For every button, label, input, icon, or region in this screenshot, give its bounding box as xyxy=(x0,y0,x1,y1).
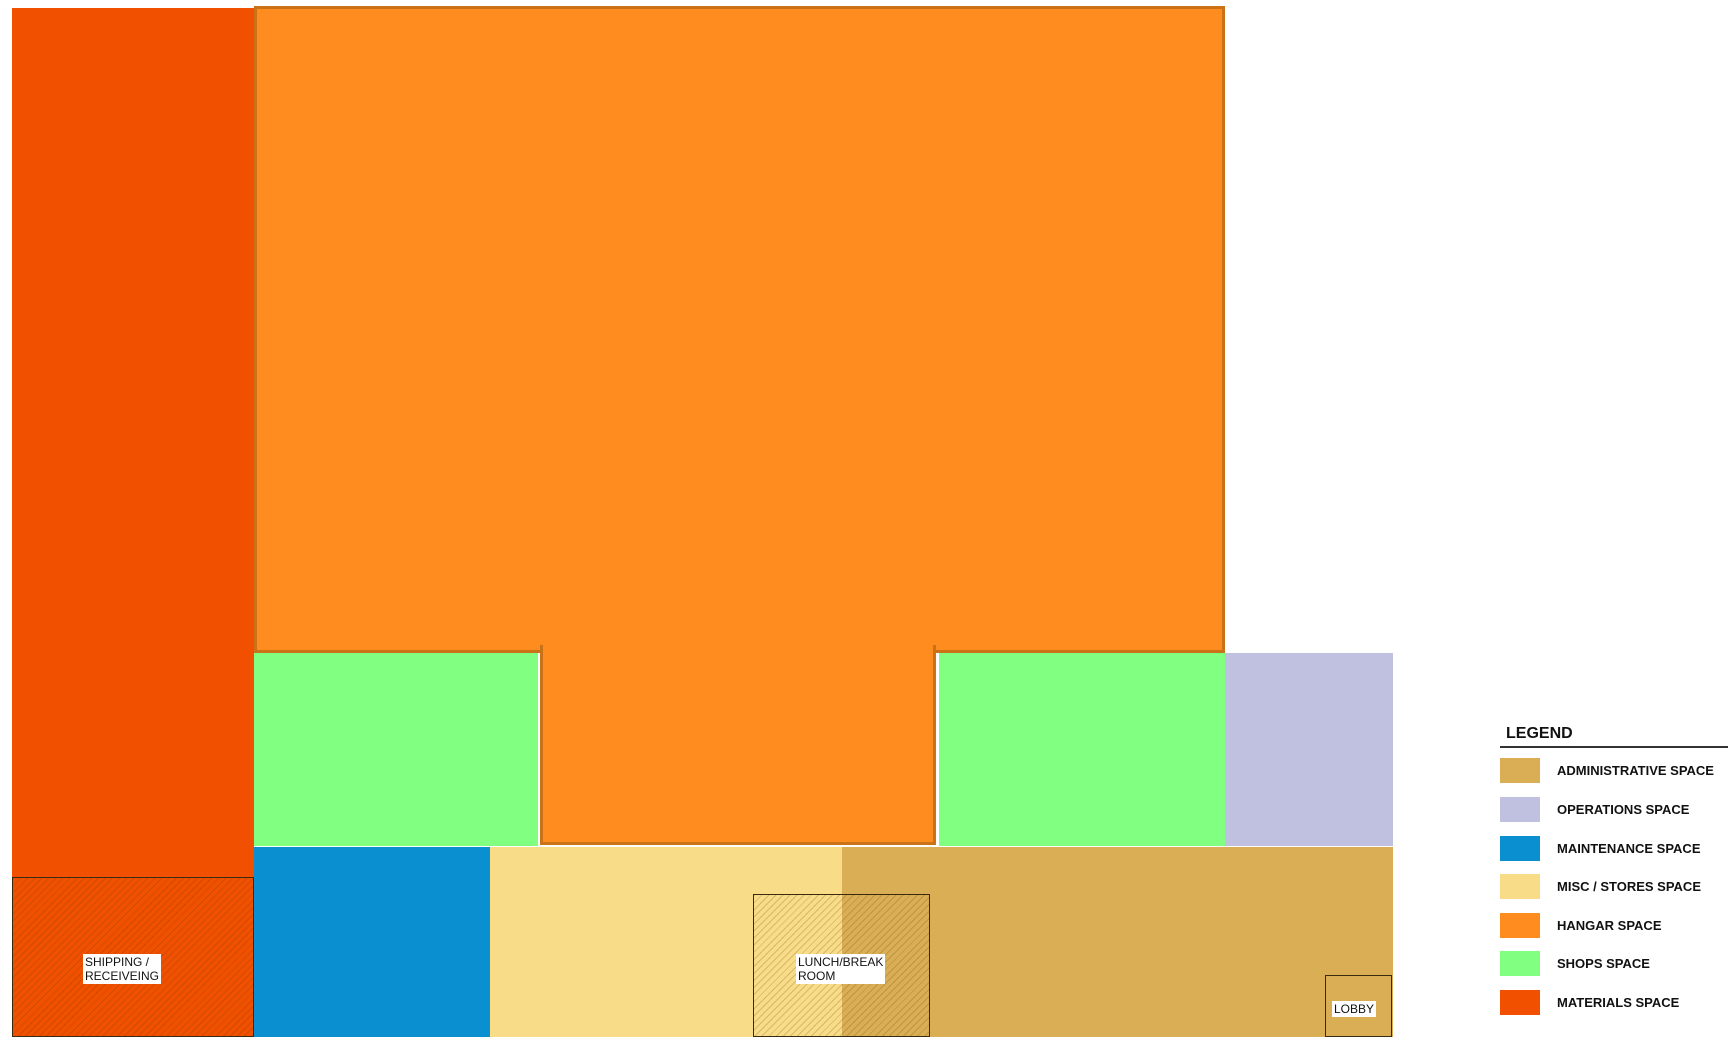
legend-swatch xyxy=(1500,797,1540,822)
operations-space xyxy=(1225,653,1393,846)
legend-label: MATERIALS SPACE xyxy=(1557,995,1680,1010)
legend-item-maintenance: MAINTENANCE SPACE xyxy=(1500,836,1730,862)
lobby-label: LOBBY xyxy=(1332,1001,1377,1017)
maintenance-space xyxy=(254,847,490,1037)
legend-label: ADMINISTRATIVE SPACE xyxy=(1557,763,1714,778)
legend-item-operations: OPERATIONS SPACE xyxy=(1500,797,1730,823)
legend-label: MAINTENANCE SPACE xyxy=(1557,841,1701,856)
legend-label: OPERATIONS SPACE xyxy=(1557,802,1690,817)
misc-stores-space xyxy=(490,847,842,1037)
legend-item-materials: MATERIALS SPACE xyxy=(1500,990,1730,1016)
legend-label: MISC / STORES SPACE xyxy=(1557,879,1701,894)
lunch-break-label: LUNCH/BREAK ROOM xyxy=(796,954,886,984)
materials-space xyxy=(12,8,254,1037)
legend-swatch xyxy=(1500,836,1540,861)
legend-item-shops: SHOPS SPACE xyxy=(1500,951,1730,977)
legend-swatch xyxy=(1500,758,1540,783)
legend-label: SHOPS SPACE xyxy=(1557,956,1650,971)
legend-swatch xyxy=(1500,990,1540,1015)
legend-swatch xyxy=(1500,913,1540,938)
legend-swatch xyxy=(1500,874,1540,899)
legend-title: LEGEND xyxy=(1506,725,1573,742)
administrative-space xyxy=(842,847,1393,1037)
legend-item-hangar: HANGAR SPACE xyxy=(1500,913,1730,939)
legend-item-misc-stores: MISC / STORES SPACE xyxy=(1500,874,1730,900)
hangar-space-upper xyxy=(254,6,1225,653)
shipping-receiving-label: SHIPPING / RECEIVEING xyxy=(83,954,162,984)
legend-item-administrative: ADMINISTRATIVE SPACE xyxy=(1500,758,1730,784)
shops-space-right xyxy=(939,653,1225,846)
legend-label: HANGAR SPACE xyxy=(1557,918,1662,933)
shops-space-left xyxy=(254,653,538,846)
hangar-space-lower xyxy=(540,645,936,845)
legend-divider xyxy=(1500,746,1728,748)
legend-swatch xyxy=(1500,951,1540,976)
